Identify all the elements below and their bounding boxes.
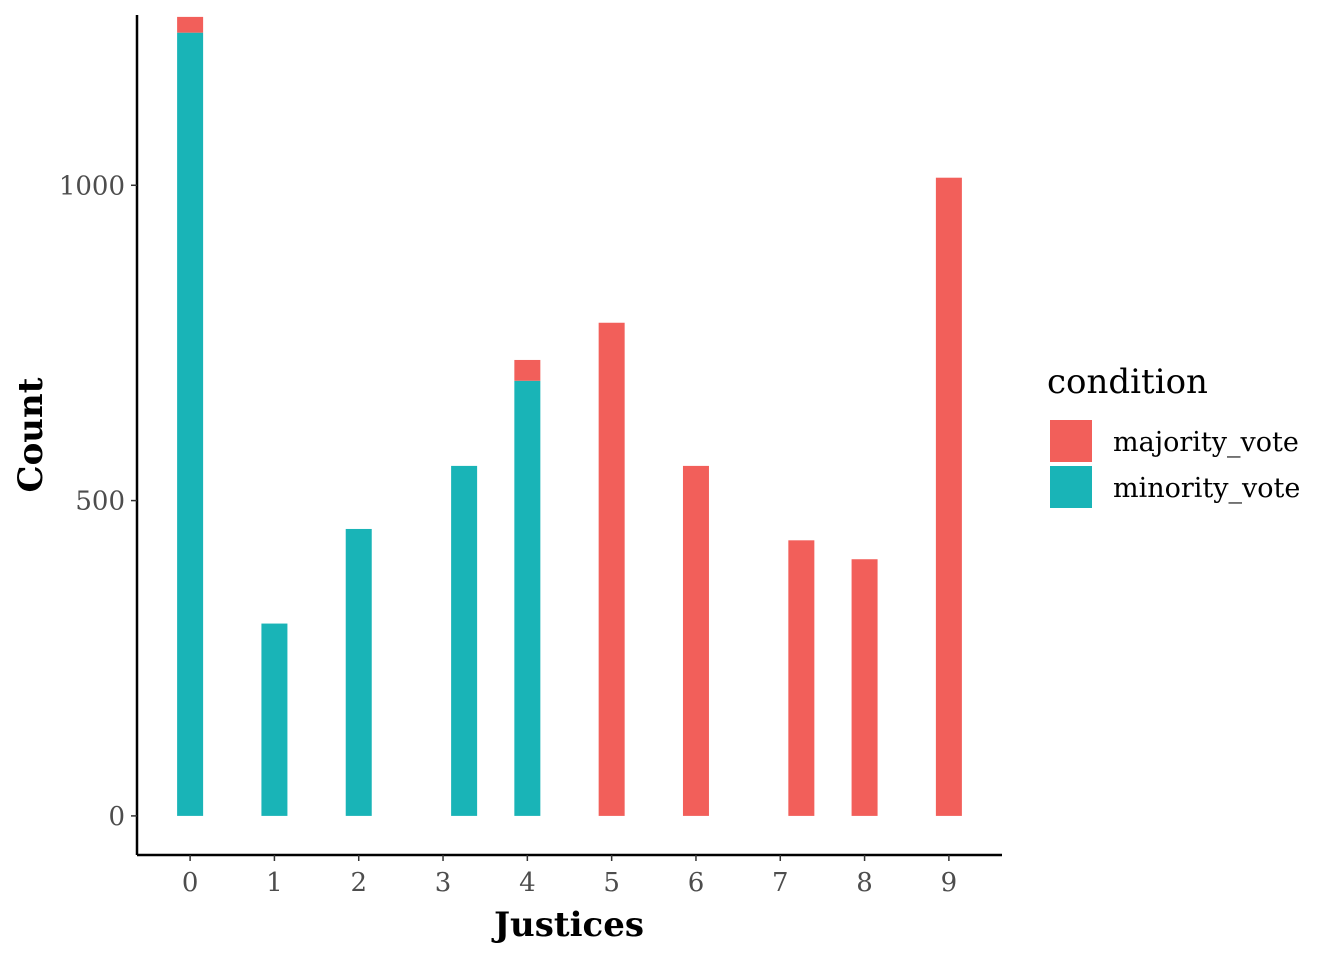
axes-layer: 0 500 1000 0 1 2 3 4 5 6 7 8 9 [59,15,1002,898]
x-tick-label: 2 [350,868,367,898]
y-tick-label: 1000 [59,171,125,201]
y-tick-label: 500 [75,487,125,517]
y-tick-label: 0 [108,802,125,832]
legend: condition majority_vote minority_vote [1047,362,1300,508]
bar-majority_vote-4 [514,359,541,381]
x-tick-label: 8 [856,868,873,898]
bar-minority_vote-4 [514,380,541,816]
x-tick-label: 5 [603,868,620,898]
bar-minority_vote-3 [451,465,478,816]
x-tick-label: 6 [688,868,705,898]
y-axis-title: Count [11,377,51,492]
bar-majority_vote-0 [177,16,204,33]
legend-title: condition [1047,362,1208,402]
x-axis-title: Justices [491,905,644,945]
bar-minority_vote-0 [177,32,204,816]
bar-minority_vote-1 [261,623,288,816]
bars-layer [177,16,962,816]
bar-majority_vote-7 [788,540,815,816]
x-tick-label: 7 [772,868,789,898]
bar-minority_vote-2 [345,528,372,816]
x-tick-label: 3 [435,868,452,898]
legend-label-majority_vote: majority_vote [1113,427,1299,458]
x-tick-label: 1 [266,868,283,898]
legend-key-majority_vote [1050,420,1092,462]
legend-key-minority_vote [1050,466,1092,508]
bar-majority_vote-8 [851,559,878,816]
bar-majority_vote-5 [598,322,625,816]
legend-label-minority_vote: minority_vote [1113,473,1300,504]
x-tick-label: 9 [941,868,958,898]
x-tick-label: 0 [182,868,199,898]
bar-majority_vote-6 [682,465,709,816]
x-tick-label: 4 [519,868,536,898]
bar-majority_vote-9 [935,177,962,816]
